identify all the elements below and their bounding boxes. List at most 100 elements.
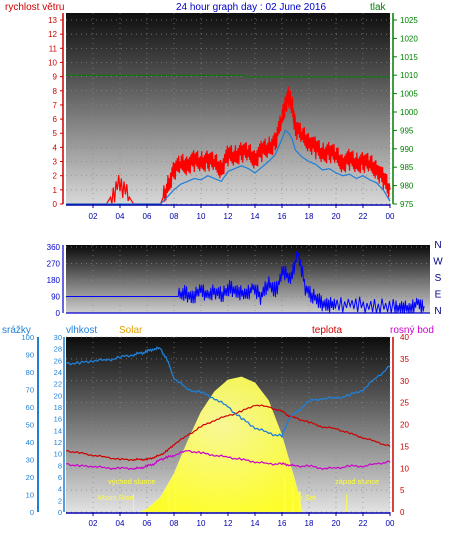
pressure-line (66, 74, 390, 78)
direction-y-tick: 270 (47, 260, 61, 269)
wind-speed-title: rychlost větru (5, 2, 64, 13)
wind-x-tick: 18 (305, 212, 314, 221)
wind-y-tick: 9 (53, 73, 58, 82)
humidity-y-tick: 30 (54, 333, 62, 342)
compass-label: E (435, 290, 442, 301)
weather-x-tick: 02 (89, 519, 98, 528)
temperature-y-tick: 40 (400, 333, 409, 342)
wind-y-tick: 11 (49, 44, 58, 53)
humidity-y-tick: 0 (58, 508, 62, 517)
wind-gust-line (66, 86, 391, 205)
wind-x-tick: 08 (170, 212, 179, 221)
wind-y-tick: 5 (53, 129, 58, 138)
wind-x-tick: 12 (224, 212, 233, 221)
dewpoint-line (65, 449, 391, 471)
wind-x-tick: 14 (251, 212, 260, 221)
wind-y-tick: 8 (53, 87, 58, 96)
rain-y-tick: 50 (26, 421, 34, 430)
temperature-label: teplota (312, 325, 342, 336)
wind-y-tick: 7 (53, 101, 58, 110)
wind-x-tick: 20 (332, 212, 341, 221)
compass-label: S (435, 273, 442, 284)
pressure-y-tick: 975 (400, 200, 414, 209)
compass-label: N (434, 240, 441, 251)
pressure-y-tick: 985 (400, 163, 414, 172)
moonrise-annotation: Moon Rise (98, 493, 134, 502)
humidity-y-tick: 2 (58, 496, 62, 505)
pressure-y-tick: 990 (400, 145, 414, 154)
temperature-y-tick: 0 (400, 508, 405, 517)
direction-y-tick: 180 (47, 276, 61, 285)
rain-y-tick: 100 (21, 333, 34, 342)
sunset-annotation: západ slunce (335, 477, 379, 486)
wind-y-tick: 1 (53, 186, 58, 195)
pressure-y-tick: 1015 (400, 53, 418, 62)
wind-y-tick: 0 (53, 200, 58, 209)
humidity-y-tick: 18 (54, 403, 62, 412)
humidity-y-tick: 26 (54, 356, 62, 365)
rain-y-tick: 60 (26, 403, 34, 412)
direction-y-tick: 360 (47, 243, 61, 252)
wind-y-tick: 6 (53, 115, 58, 124)
pressure-y-tick: 1005 (400, 90, 418, 99)
weather-x-tick: 08 (170, 519, 179, 528)
humidity-y-tick: 22 (54, 380, 62, 389)
temperature-y-tick: 35 (400, 355, 409, 364)
wind-y-tick: 3 (53, 158, 58, 167)
direction-y-tick: 0 (56, 309, 61, 318)
pressure-y-tick: 995 (400, 126, 414, 135)
rain-y-tick: 10 (26, 491, 34, 500)
pressure-y-tick: 1020 (400, 34, 418, 43)
humidity-y-tick: 6 (58, 473, 62, 482)
wind-x-tick: 02 (89, 212, 98, 221)
pressure-y-tick: 1025 (400, 16, 418, 25)
compass-label: N (434, 306, 441, 317)
temperature-line (65, 404, 391, 462)
weather-x-tick: 20 (332, 519, 341, 528)
wind-x-tick: 00 (386, 212, 395, 221)
wind-x-tick: 04 (116, 212, 125, 221)
humidity-y-tick: 8 (58, 461, 62, 470)
temperature-y-tick: 20 (400, 421, 409, 430)
humidity-y-tick: 4 (58, 485, 62, 494)
humidity-y-tick: 14 (54, 426, 62, 435)
humidity-y-tick: 20 (54, 391, 62, 400)
pressure-y-tick: 1010 (400, 71, 418, 80)
solar-area (140, 376, 303, 513)
pressure-y-tick: 980 (400, 182, 414, 191)
rain-label: srážky (2, 325, 31, 336)
weather-x-tick: 04 (116, 519, 125, 528)
pressure-title: tlak (370, 2, 387, 13)
rain-y-tick: 20 (26, 473, 34, 482)
chart-title: 24 hour graph day : 02 June 2016 (176, 2, 327, 13)
weather-x-tick: 16 (278, 519, 287, 528)
weather-x-tick: 22 (359, 519, 368, 528)
humidity-y-tick: 16 (54, 415, 62, 424)
rain-y-tick: 70 (26, 386, 34, 395)
wind-panel-grid (66, 13, 391, 205)
direction-series (66, 250, 425, 314)
weather-x-tick: 14 (251, 519, 260, 528)
wind-y-tick: 13 (48, 16, 57, 25)
temperature-y-tick: 5 (400, 486, 405, 495)
axes: 0123456789101112139759809859909951000100… (21, 13, 430, 528)
solar-fill (140, 376, 303, 513)
weather-x-tick: 18 (305, 519, 314, 528)
rain-y-tick: 90 (26, 351, 34, 360)
humidity-y-tick: 24 (54, 368, 62, 377)
wind-y-tick: 2 (53, 172, 58, 181)
humidity-y-tick: 10 (54, 450, 62, 459)
weather-x-tick: 10 (197, 519, 206, 528)
pressure-y-tick: 1000 (400, 108, 418, 117)
wind-x-tick: 22 (359, 212, 368, 221)
temperature-y-tick: 15 (400, 442, 409, 451)
direction-panel-bg (66, 245, 430, 313)
direction-line (66, 250, 425, 314)
weather-x-tick: 06 (143, 519, 152, 528)
temperature-y-tick: 10 (400, 464, 409, 473)
moonset-annotation: Moon Set (284, 493, 317, 502)
wind-x-tick: 16 (278, 212, 287, 221)
